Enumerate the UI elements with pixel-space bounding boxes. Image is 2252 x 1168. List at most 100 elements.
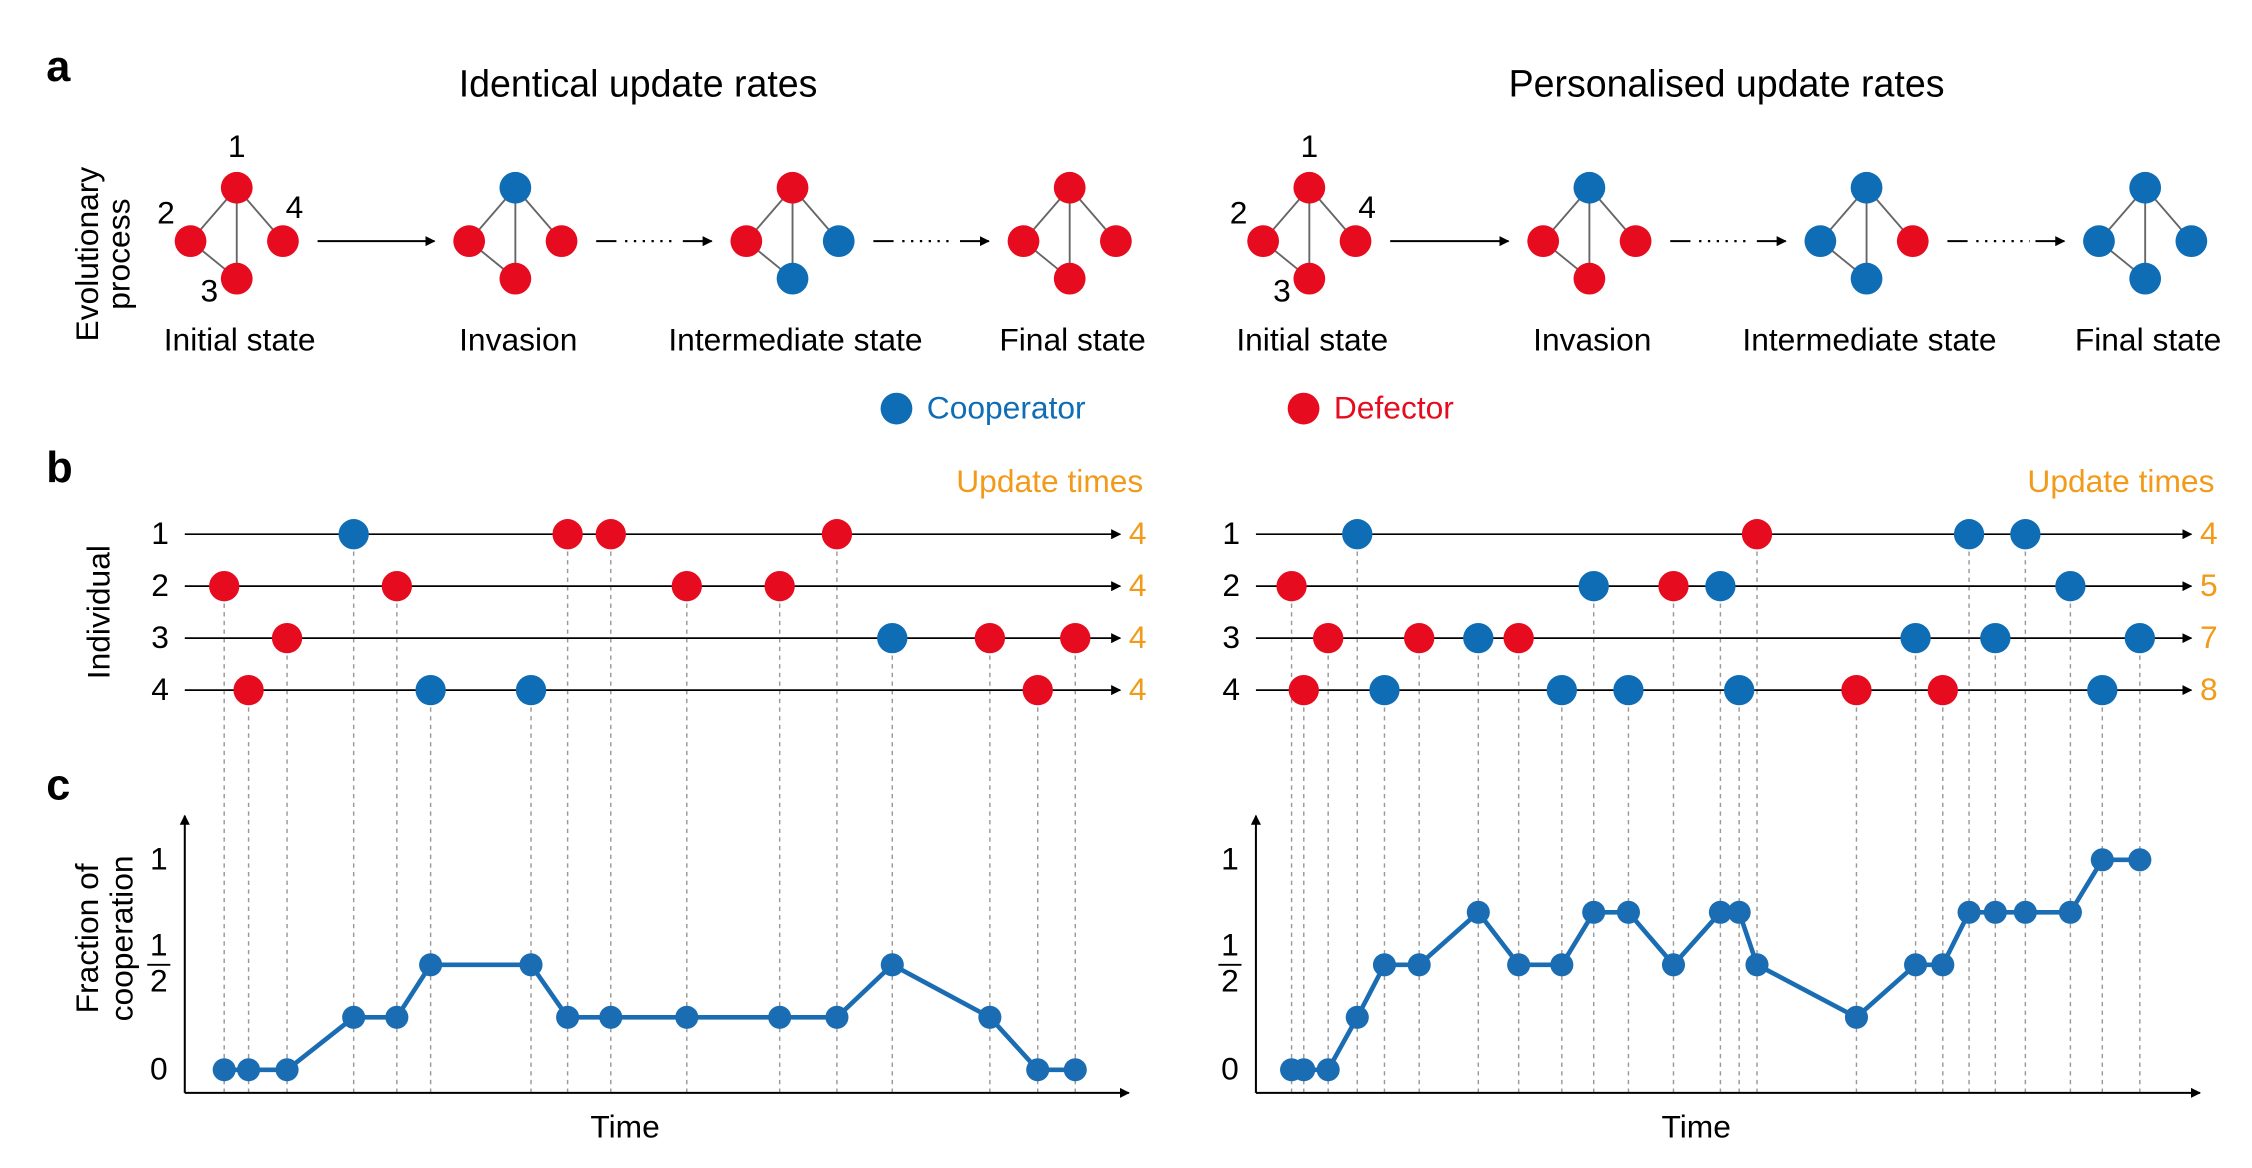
- data-line: [224, 962, 1076, 1073]
- panel-letter: b: [46, 444, 72, 492]
- x-label: Time: [590, 1108, 659, 1144]
- y-label: Evolutionary: [69, 167, 105, 342]
- node-label: 2: [1230, 195, 1248, 231]
- update-event: [1288, 674, 1319, 706]
- update-event: [1613, 674, 1644, 706]
- data-point: [1550, 953, 1574, 977]
- data-point: [2013, 900, 2037, 924]
- row-label: 2: [1222, 567, 1240, 603]
- data-point: [768, 1005, 792, 1029]
- row-label: 3: [1222, 619, 1240, 655]
- update-event: [877, 622, 908, 654]
- update-event: [1404, 622, 1435, 654]
- update-count: 7: [2200, 619, 2218, 655]
- update-event: [2055, 571, 2086, 602]
- network-node: [1850, 262, 1883, 295]
- network-node: [1293, 262, 1326, 295]
- node-label: 1: [228, 128, 246, 164]
- network-node: [822, 225, 855, 258]
- update-count: 4: [2200, 515, 2218, 551]
- network-node: [220, 262, 253, 295]
- network-node: [2129, 262, 2162, 295]
- update-event: [1060, 622, 1091, 654]
- update-event: [1980, 622, 2011, 654]
- update-event: [552, 519, 583, 550]
- state-label: Initial state: [1236, 322, 1388, 358]
- update-event: [1927, 674, 1958, 706]
- legend-label: Defector: [1334, 389, 1454, 425]
- data-point: [419, 953, 443, 977]
- node-label: 3: [200, 273, 218, 309]
- update-event: [1724, 674, 1755, 706]
- update-event: [2010, 519, 2041, 550]
- fraction-denominator: 2: [150, 963, 168, 999]
- panel-letter: a: [46, 43, 71, 91]
- node-label: 2: [157, 195, 175, 231]
- update-event: [1022, 674, 1053, 706]
- update-event: [1841, 674, 1872, 706]
- data-point: [275, 1058, 299, 1082]
- network-node: [1573, 171, 1606, 204]
- data-point: [1372, 953, 1397, 977]
- y-tick-label: 0: [1221, 1051, 1239, 1087]
- row-label: 4: [1222, 671, 1240, 707]
- panel-title: Identical update rates: [459, 63, 818, 105]
- update-event: [209, 571, 240, 602]
- data-point: [1983, 900, 2007, 924]
- update-event: [974, 622, 1006, 654]
- update-event: [821, 519, 853, 550]
- y-label: Individual: [80, 545, 116, 679]
- data-point: [1661, 953, 1686, 977]
- update-times-label: Update times: [956, 463, 1143, 499]
- panel-title: Personalised update rates: [1509, 63, 1945, 105]
- y-tick-label: 0: [150, 1051, 168, 1087]
- network-node: [267, 225, 299, 258]
- update-event: [381, 571, 413, 602]
- network-node: [1007, 225, 1040, 258]
- update-event: [1741, 519, 1773, 550]
- network-node: [2129, 171, 2162, 204]
- data-point: [978, 1005, 1002, 1029]
- node-label: 4: [286, 189, 304, 225]
- network-node: [1339, 225, 1372, 258]
- update-event: [1463, 622, 1494, 654]
- update-event: [1503, 622, 1534, 654]
- data-point: [2128, 848, 2152, 872]
- update-event: [271, 622, 303, 654]
- data-point: [1063, 1058, 1087, 1082]
- network-node: [2083, 225, 2115, 258]
- update-times-label: Update times: [2027, 463, 2214, 499]
- data-point: [519, 953, 543, 977]
- panel-letter: c: [46, 762, 70, 810]
- update-event: [1900, 622, 1931, 654]
- network-node: [499, 262, 532, 295]
- update-count: 5: [2200, 567, 2218, 603]
- network-node: [2175, 225, 2208, 258]
- data-point: [212, 1058, 236, 1082]
- network-node: [1896, 225, 1929, 258]
- data-point: [385, 1005, 409, 1029]
- data-point: [1582, 900, 1606, 924]
- data-point: [880, 953, 904, 977]
- data-point: [2090, 848, 2114, 872]
- update-count: 8: [2200, 671, 2218, 707]
- update-event: [1578, 571, 1609, 602]
- data-point: [1026, 1058, 1050, 1082]
- data-point: [1507, 953, 1531, 977]
- row-label: 4: [151, 671, 169, 707]
- state-label: Intermediate state: [1742, 322, 1996, 358]
- network-node: [1100, 225, 1132, 258]
- row-label: 2: [151, 567, 169, 603]
- update-event: [1705, 571, 1736, 602]
- data-point: [599, 1005, 623, 1029]
- network-node: [776, 171, 809, 204]
- x-label: Time: [1662, 1108, 1731, 1144]
- data-point: [1904, 953, 1928, 977]
- update-event: [671, 571, 702, 602]
- network-node: [220, 171, 253, 204]
- data-point: [1745, 953, 1769, 977]
- update-event: [415, 674, 446, 706]
- y-tick-label: 1: [1221, 841, 1239, 877]
- update-event: [233, 674, 264, 706]
- data-point: [342, 1005, 366, 1029]
